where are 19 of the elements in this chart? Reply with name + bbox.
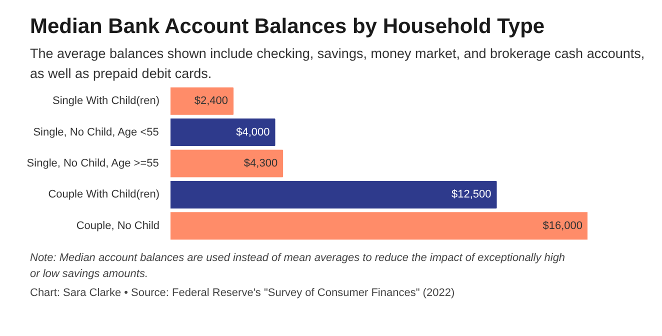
data-label: $4,300 xyxy=(244,158,278,170)
data-label: $2,400 xyxy=(194,95,228,108)
bar xyxy=(170,212,588,240)
y-tick-label: Single, No Child, Age <55 xyxy=(33,126,159,138)
text: Note: Median account balances are used instead of mean averages to reduce the impact of exceptionally high or low savings amounts. xyxy=(30,251,566,282)
bar xyxy=(170,181,497,209)
data-label: $4,000 xyxy=(236,126,270,138)
bar xyxy=(170,87,234,115)
bar xyxy=(170,118,276,146)
y-tick-label: Couple, No Child xyxy=(76,220,160,232)
bar xyxy=(170,150,284,178)
text: Chart: Sara Clarke • Source: Federal Reserve's "Survey of Consumer Finances" (2022) xyxy=(30,286,455,301)
chart-subtitle: The average balances shown include checking, savings, money market, and brokerage cash accounts, as well as prepaid debit cards. xyxy=(30,45,646,83)
chart-title: Median Bank Account Balances by Household Type xyxy=(30,14,545,40)
y-tick-label: Single, No Child, Age >=55 xyxy=(26,158,159,170)
data-label: $12,500 xyxy=(452,188,492,201)
y-tick-label: Couple With Child(ren) xyxy=(48,188,160,201)
data-label: $16,000 xyxy=(542,220,583,232)
y-tick-label: Single With Child(ren) xyxy=(52,95,160,108)
